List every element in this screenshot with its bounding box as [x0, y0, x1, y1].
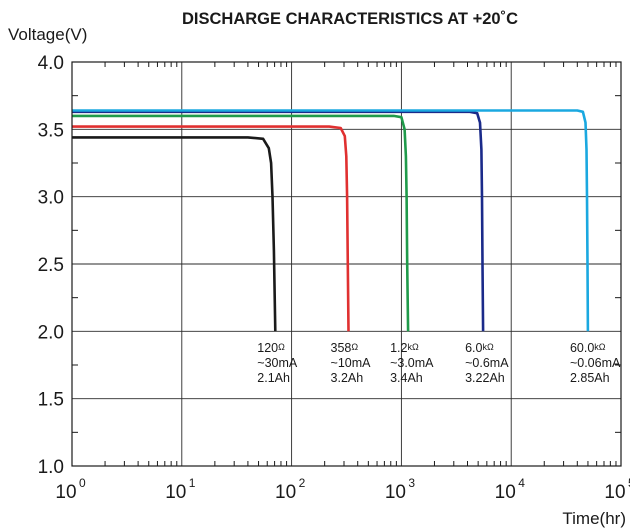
x-tick-exponent: 2	[299, 476, 306, 490]
x-tick-exponent: 4	[518, 476, 525, 490]
y-tick-label: 4.0	[38, 53, 64, 74]
annotation-resistance: 6.0kΩ	[465, 341, 494, 355]
annotation-current: ~10mA	[331, 356, 372, 370]
annotation-current: ~0.06mA	[570, 356, 621, 370]
y-tick-label: 2.0	[38, 322, 64, 343]
y-tick-label: 1.5	[38, 390, 64, 411]
annotation-current: ~30mA	[257, 356, 298, 370]
x-tick-exponent: 5	[628, 476, 630, 490]
plot-frame	[71, 61, 622, 467]
y-tick-label: 3.0	[38, 188, 64, 209]
series-line-4	[72, 110, 485, 332]
annotation-unit: kΩ	[594, 342, 606, 352]
x-tick-exponent: 3	[408, 476, 415, 490]
tick-labels: 1.01.52.02.53.03.54.0100101102103104105	[38, 53, 630, 503]
annotation-current: ~3.0mA	[390, 356, 434, 370]
annotation-current: ~0.6mA	[465, 356, 509, 370]
series-layer	[72, 109, 590, 332]
annotation-unit: kΩ	[407, 342, 419, 352]
annotation-unit: Ω	[351, 342, 358, 352]
series-line-1	[72, 136, 277, 332]
x-tick-exponent: 1	[189, 476, 196, 490]
annotation-capacity: 2.1Ah	[257, 371, 290, 385]
annotation-resistance: 60.0kΩ	[570, 341, 606, 355]
x-tick-exponent: 0	[79, 476, 86, 490]
annotation-resistance: 1.2kΩ	[390, 341, 419, 355]
y-tick-label: 2.5	[38, 255, 64, 276]
x-tick-label: 10	[55, 482, 76, 503]
x-axis-label: Time(hr)	[562, 509, 626, 528]
x-tick-label: 10	[275, 482, 296, 503]
y-tick-label: 3.5	[38, 120, 64, 141]
series-line-2	[72, 125, 350, 332]
annotation-unit: Ω	[278, 342, 285, 352]
annotation-unit: kΩ	[483, 342, 495, 352]
annotation-resistance: 120Ω	[257, 341, 285, 355]
annotation-capacity: 3.2Ah	[331, 371, 364, 385]
annotation-capacity: 3.22Ah	[465, 371, 505, 385]
x-tick-label: 10	[495, 482, 516, 503]
series-annotations: 120Ω~30mA2.1Ah358Ω~10mA3.2Ah1.2kΩ~3.0mA3…	[257, 341, 621, 385]
x-tick-label: 10	[385, 482, 406, 503]
series-line-5	[72, 109, 590, 332]
y-tick-label: 1.0	[38, 457, 64, 478]
chart-title: DISCHARGE CHARACTERISTICS AT +20˚C	[182, 10, 518, 28]
annotation-capacity: 3.4Ah	[390, 371, 423, 385]
y-axis-label: Voltage(V)	[8, 25, 87, 44]
annotation-capacity: 2.85Ah	[570, 371, 610, 385]
x-tick-label: 10	[604, 482, 625, 503]
annotation-resistance: 358Ω	[331, 341, 359, 355]
series-line-3	[72, 114, 410, 332]
x-tick-label: 10	[165, 482, 186, 503]
